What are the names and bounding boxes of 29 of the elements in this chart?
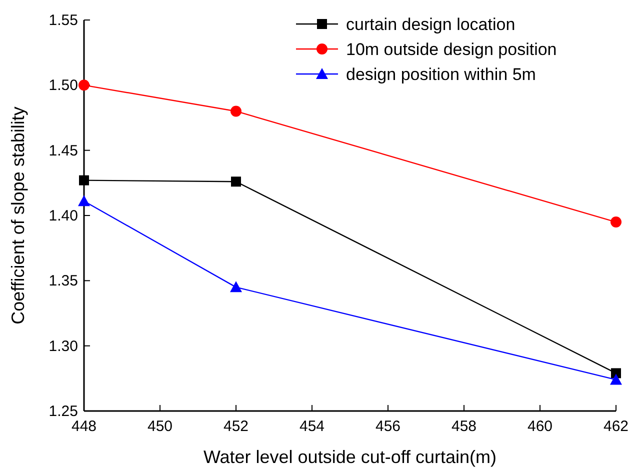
x-tick-label: 460 [527, 418, 553, 435]
y-tick-label: 1.45 [48, 142, 78, 160]
point [610, 374, 622, 385]
point [231, 176, 241, 187]
point [611, 368, 621, 378]
point [610, 216, 622, 228]
x-tick-label: 452 [223, 418, 249, 435]
x-tick-label: 454 [299, 418, 325, 435]
legend-label: 10m outside design position [346, 40, 557, 59]
x-tick-label: 448 [71, 418, 97, 435]
point [78, 195, 90, 206]
point [230, 106, 242, 117]
legend-label: design position within 5m [346, 65, 536, 84]
x-axis-title: Water level outside cut-off curtain(m) [203, 447, 497, 467]
point [230, 281, 242, 292]
x-tick-label: 456 [375, 418, 401, 435]
y-tick-label: 1.35 [48, 272, 78, 290]
y-tick-label: 1.25 [48, 403, 78, 420]
y-tick-label: 1.40 [48, 208, 78, 224]
point [78, 80, 90, 91]
y-tick-label: 1.50 [48, 77, 78, 94]
x-tick-label: 450 [147, 418, 173, 435]
y-tick-label: 1.30 [48, 338, 78, 355]
y-tick-label: 1.55 [48, 12, 78, 29]
point [79, 175, 89, 186]
legend-label: curtain design location [346, 15, 516, 34]
x-tick-label: 462 [603, 418, 629, 435]
x-tick-label: 458 [451, 418, 477, 435]
y-axis-title: Coefficient of slope stability [8, 106, 28, 324]
